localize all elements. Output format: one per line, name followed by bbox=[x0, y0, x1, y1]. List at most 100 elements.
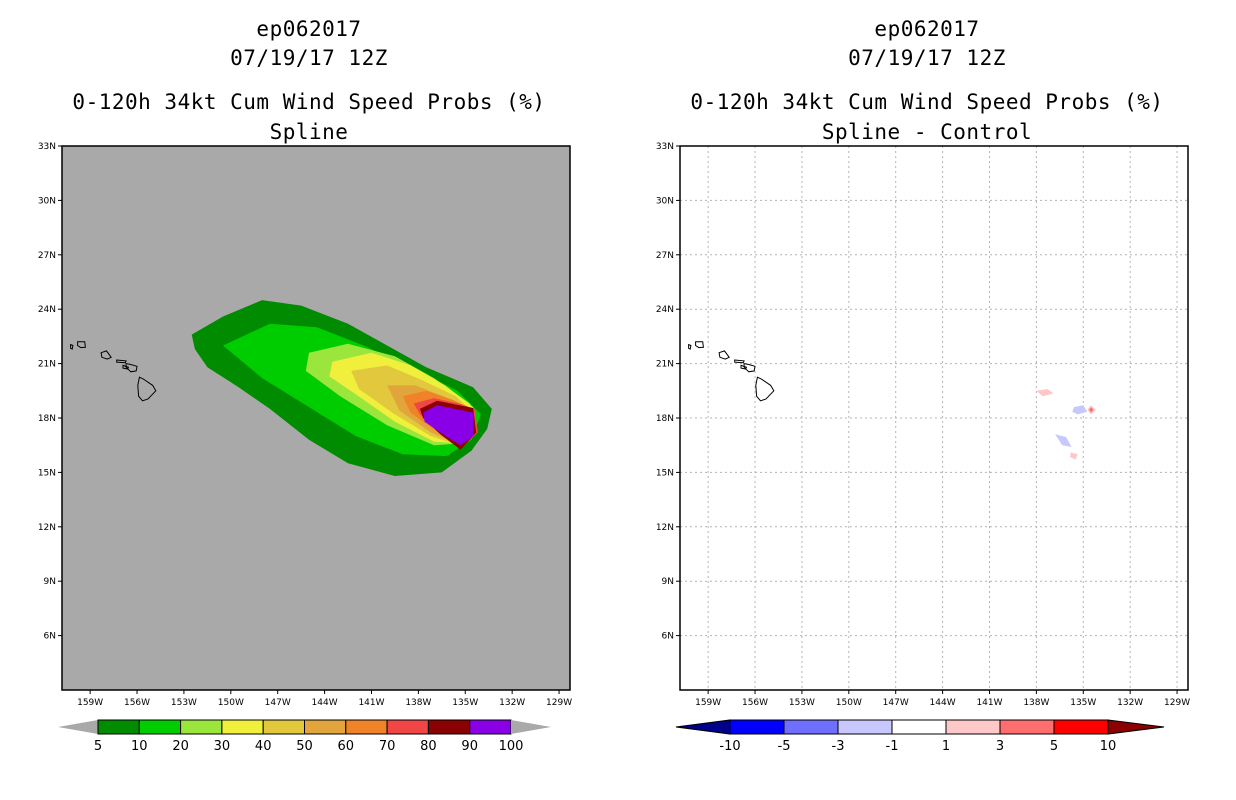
difference-patch-2 bbox=[1072, 405, 1088, 415]
lon-tick-label: 132W bbox=[499, 698, 525, 708]
colorbar-label: 30 bbox=[214, 739, 231, 754]
colorbar-bin-1 bbox=[783, 719, 839, 735]
product-title: 0-120h 34kt Cum Wind Speed Probs (%) bbox=[72, 90, 546, 114]
map-background bbox=[680, 146, 1188, 690]
hawaii-island-6 bbox=[688, 343, 692, 350]
lat-tick-label: 15N bbox=[38, 468, 56, 478]
colorbar-bin-5 bbox=[999, 719, 1055, 735]
lat-tick-label: 18N bbox=[656, 414, 674, 424]
colorbar-bin-50 bbox=[304, 719, 347, 735]
lon-tick-label: 138W bbox=[1023, 698, 1049, 708]
lon-tick-label: 153W bbox=[789, 698, 815, 708]
colorbar-label: 80 bbox=[420, 739, 437, 754]
lat-tick-label: 18N bbox=[38, 414, 56, 424]
colorbar-label: 100 bbox=[499, 739, 524, 754]
lon-tick-label: 141W bbox=[976, 698, 1002, 708]
difference-patch-4 bbox=[1089, 407, 1094, 413]
lon-tick-label: 156W bbox=[124, 698, 150, 708]
colorbar-bin-4 bbox=[945, 719, 1001, 735]
colorbar-label: 40 bbox=[255, 739, 272, 754]
colorbar-label: 10 bbox=[1100, 739, 1117, 754]
colorbar-bin-90 bbox=[469, 719, 512, 735]
lon-tick-label: 147W bbox=[883, 698, 909, 708]
difference-panel: ep062017 07/19/17 12Z 0-120h 34kt Cum Wi… bbox=[618, 0, 1236, 800]
colorbar-label: 5 bbox=[94, 739, 102, 754]
colorbar-label: 10 bbox=[131, 739, 148, 754]
difference-map: 159W 156W 153W 150W 147W 144W 141W 138W 135W 132W… bbox=[656, 142, 1190, 754]
difference-patch-6 bbox=[1070, 452, 1078, 460]
lon-tick-label: 156W bbox=[742, 698, 768, 708]
colorbar-high-arrow bbox=[511, 720, 551, 734]
lon-tick-label: 141W bbox=[358, 698, 384, 708]
colorbar-bin-0 bbox=[729, 719, 785, 735]
lat-tick-label: 21N bbox=[38, 360, 56, 370]
lon-tick-label: 132W bbox=[1117, 698, 1143, 708]
colorbar-bin-30 bbox=[221, 719, 264, 735]
probability-contour-90 bbox=[423, 405, 474, 446]
colorbar-bin-60 bbox=[345, 719, 388, 735]
hawaii-island-5 bbox=[695, 341, 704, 349]
lon-tick-label: 159W bbox=[695, 698, 721, 708]
colorbar-label: 3 bbox=[996, 739, 1004, 754]
hawaii-island-4 bbox=[718, 350, 730, 360]
colorbar-bin-2 bbox=[837, 719, 893, 735]
hawaii-island-1 bbox=[137, 376, 157, 402]
map-layer bbox=[70, 300, 492, 476]
hawaii-island-7 bbox=[122, 364, 130, 370]
lat-tick-label: 9N bbox=[44, 577, 56, 587]
colorbar-label: 70 bbox=[379, 739, 396, 754]
colorbar-bin-40 bbox=[262, 719, 306, 735]
lat-tick-label: 15N bbox=[656, 468, 674, 478]
lon-tick-label: 144W bbox=[312, 698, 338, 708]
datetime-title: 07/19/17 12Z bbox=[230, 46, 388, 70]
colorbar-low-arrow bbox=[675, 719, 731, 735]
lat-tick-label: 6N bbox=[662, 632, 674, 642]
hawaii-island-1 bbox=[755, 376, 775, 402]
spline-probability-panel: ep062017 07/19/17 12Z 0-120h 34kt Cum Wi… bbox=[38, 17, 572, 754]
lat-tick-label: 24N bbox=[656, 305, 674, 315]
lon-tick-label: 144W bbox=[930, 698, 956, 708]
colorbar-label: -5 bbox=[778, 739, 791, 754]
hawaii-island-6 bbox=[70, 343, 74, 350]
colorbar-low-arrow bbox=[58, 720, 98, 734]
colorbar-label: 5 bbox=[1050, 739, 1058, 754]
lon-tick-label: 147W bbox=[265, 698, 291, 708]
spline-map: 159W 156W 153W 150W 147W 144W 141W 138W 135W 132W… bbox=[38, 142, 572, 754]
hawaii-island-2 bbox=[125, 362, 138, 373]
product-title: 0-120h 34kt Cum Wind Speed Probs (%) bbox=[690, 90, 1164, 114]
hawaii-island-3 bbox=[116, 359, 127, 364]
lon-tick-label: 150W bbox=[218, 698, 244, 708]
lat-tick-label: 9N bbox=[662, 577, 674, 587]
colorbar-label: 60 bbox=[338, 739, 355, 754]
lat-tick-label: 12N bbox=[656, 523, 674, 533]
hawaii-island-5 bbox=[77, 341, 86, 349]
colorbar-label: -3 bbox=[832, 739, 845, 754]
colorbar-bin-10 bbox=[138, 719, 182, 735]
colorbar-label: 20 bbox=[172, 739, 189, 754]
colorbar-high-arrow bbox=[1107, 719, 1165, 735]
hawaii-island-2 bbox=[743, 362, 756, 373]
lon-tick-label: 150W bbox=[836, 698, 862, 708]
storm-id-title: ep062017 bbox=[256, 17, 362, 41]
lon-tick-label: 135W bbox=[1070, 698, 1096, 708]
hawaii-island-7 bbox=[740, 364, 748, 370]
lon-tick-label: 159W bbox=[77, 698, 103, 708]
lon-tick-label: 138W bbox=[405, 698, 431, 708]
hawaii-island-4 bbox=[100, 350, 112, 360]
lat-tick-label: 21N bbox=[656, 360, 674, 370]
colorbar-bin-20 bbox=[180, 719, 223, 735]
lat-tick-label: 6N bbox=[44, 632, 56, 642]
lat-tick-label: 30N bbox=[38, 196, 56, 206]
lat-tick-label: 33N bbox=[656, 142, 674, 152]
lon-tick-label: 135W bbox=[452, 698, 478, 708]
colorbar-bin-70 bbox=[386, 719, 429, 735]
lat-tick-label: 12N bbox=[38, 523, 56, 533]
colorbar-label: 90 bbox=[461, 739, 478, 754]
lon-tick-label: 153W bbox=[171, 698, 197, 708]
hawaii-island-3 bbox=[734, 359, 745, 364]
datetime-title: 07/19/17 12Z bbox=[848, 46, 1006, 70]
colorbar-bin-3 bbox=[891, 719, 947, 735]
lat-tick-label: 33N bbox=[38, 142, 56, 152]
panel-subtitle: Spline - Control bbox=[821, 120, 1033, 144]
colorbar-label: -1 bbox=[886, 739, 899, 754]
